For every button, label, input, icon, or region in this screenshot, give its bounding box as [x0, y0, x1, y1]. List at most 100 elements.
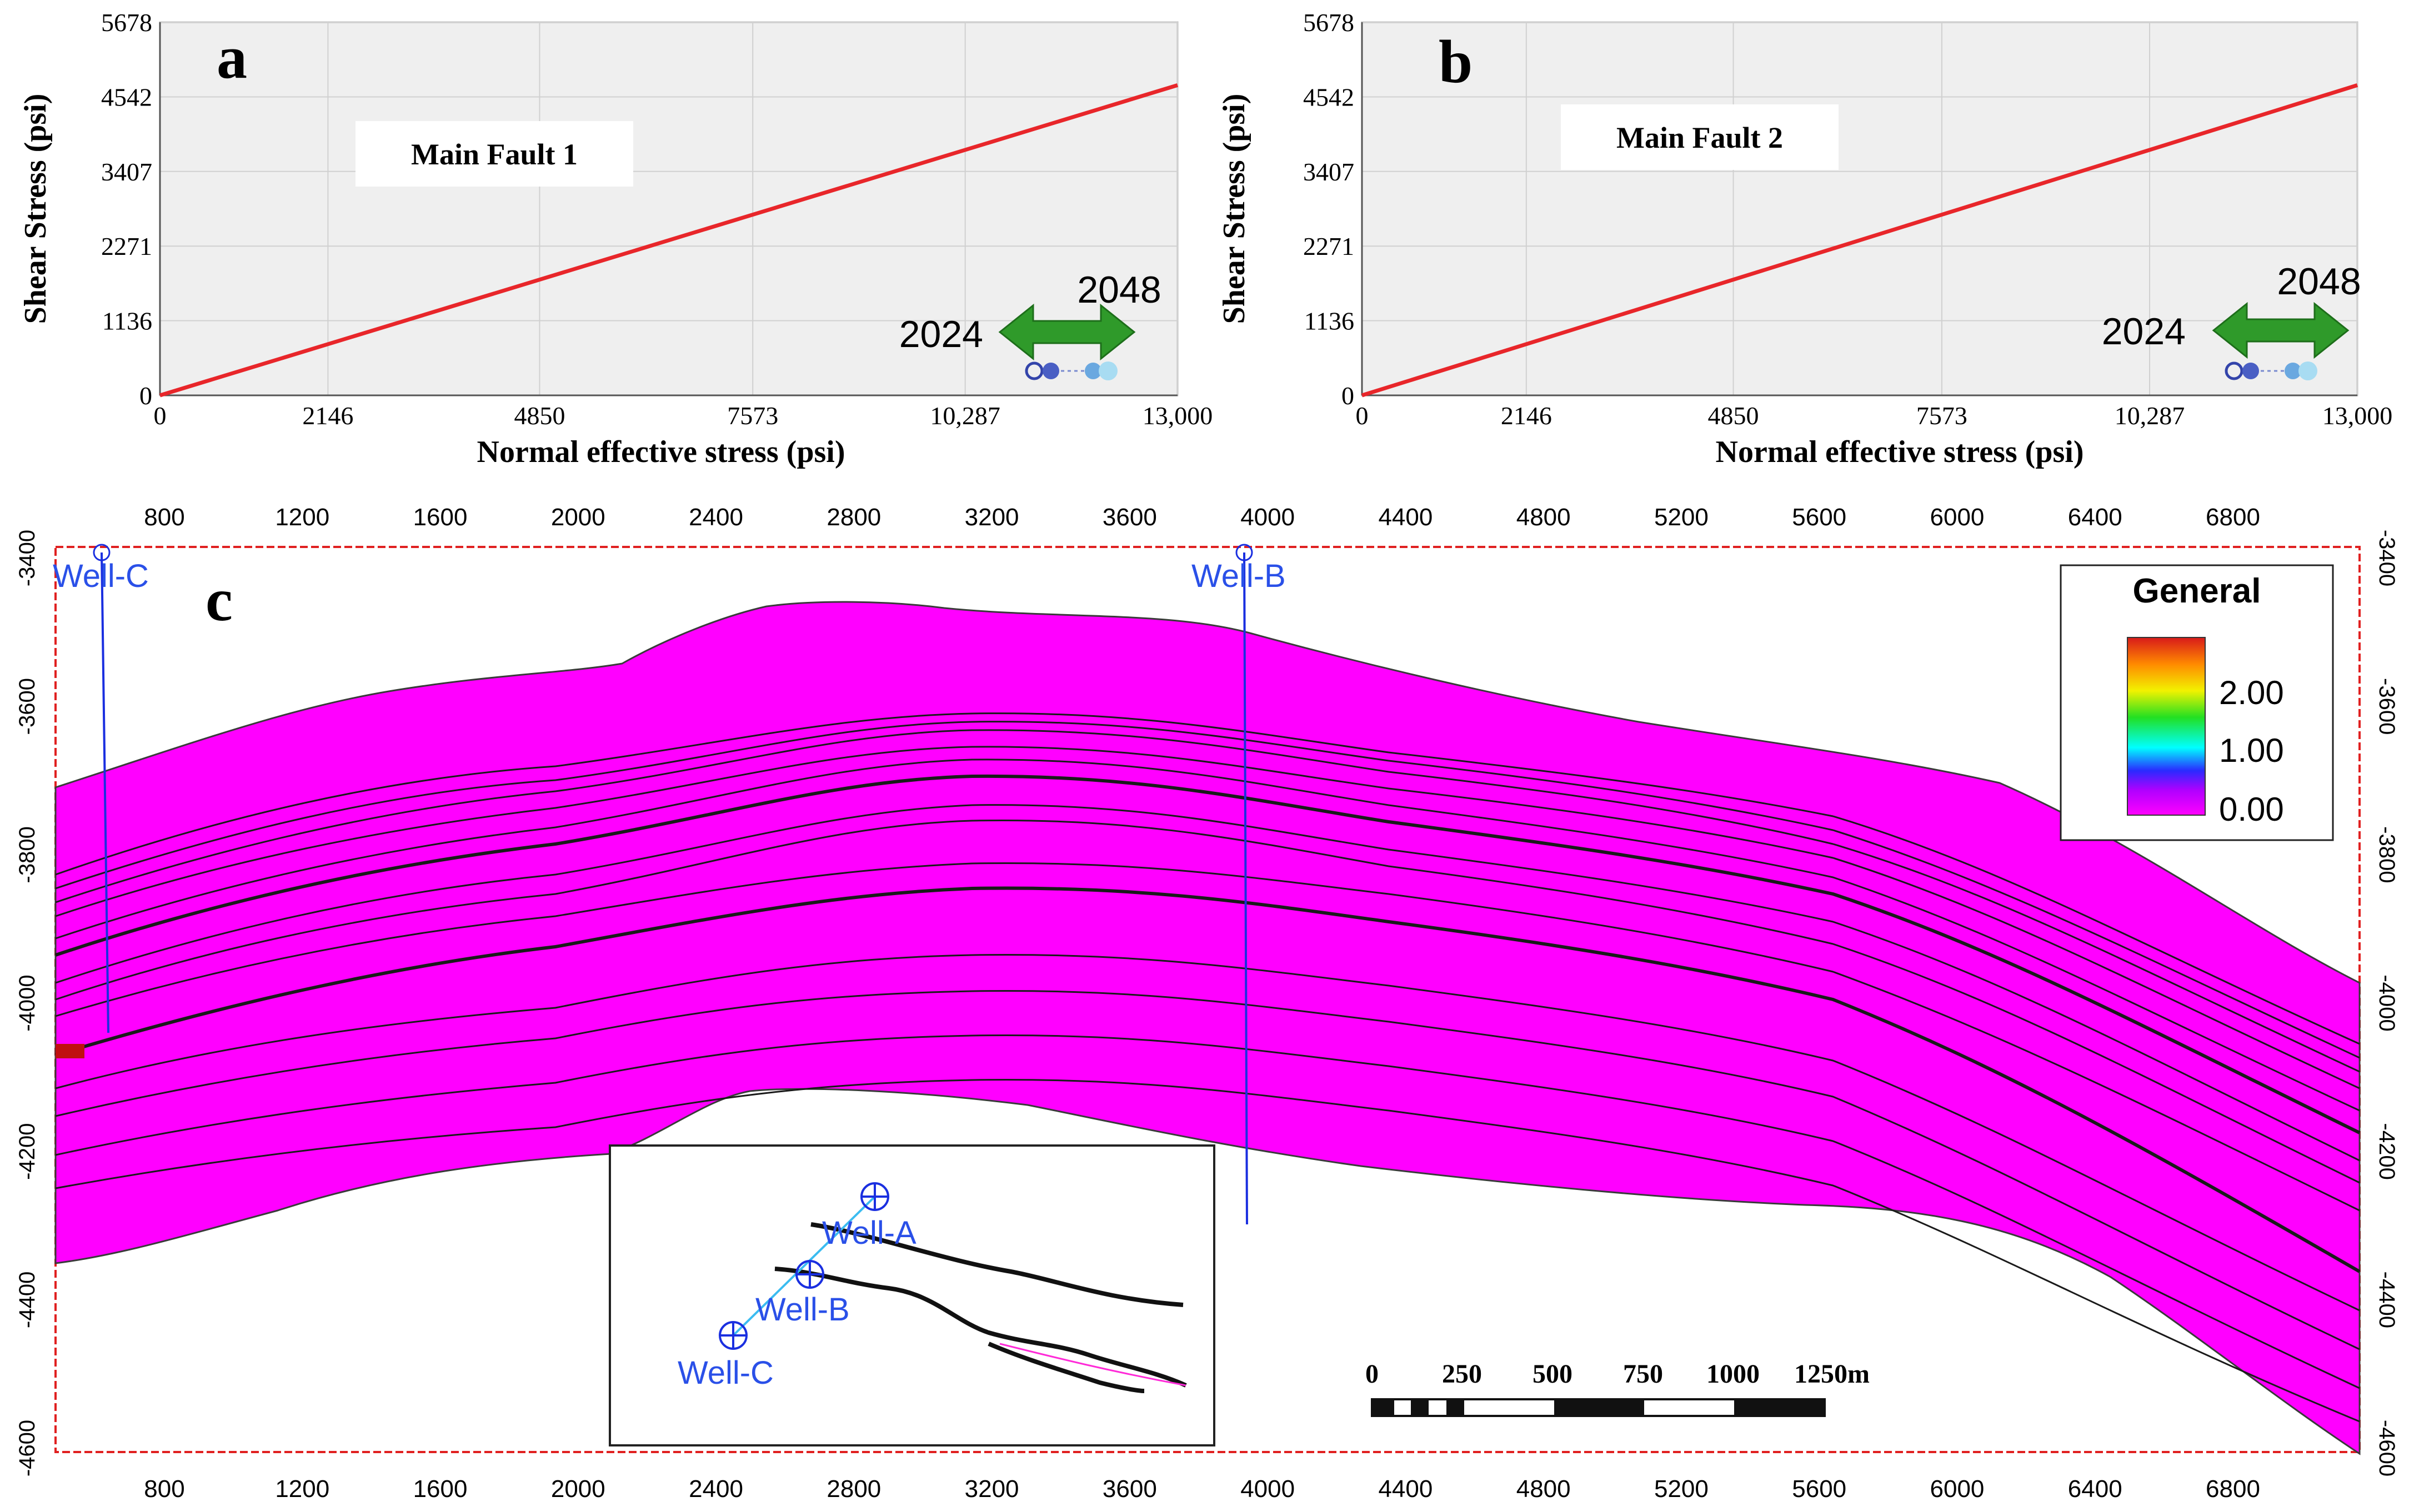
failure-envelope-line	[159, 83, 1179, 398]
y-tick-label: 0	[1341, 381, 1354, 410]
y-tick-label: 4542	[1303, 83, 1354, 111]
y-tick-label-left: -4600	[15, 1420, 39, 1476]
y-tick-label-left: -4200	[15, 1123, 39, 1180]
scale-bar-labels: 0 250 500 750 1000 1250m	[1365, 1359, 1870, 1389]
y-tick-label-left: -4400	[15, 1272, 39, 1328]
well-c-label: Well-C	[53, 558, 149, 594]
x-tick-label-top: 6000	[1930, 504, 1985, 531]
x-tick-label-bottom: 6800	[2206, 1475, 2260, 1503]
x-tick-label: 7573	[1916, 401, 1967, 430]
plot-background	[1361, 21, 2358, 396]
year-start-label: 2024	[2102, 310, 2186, 353]
x-tick-label-top: 6400	[2068, 504, 2122, 531]
x-tick-label-bottom: 6400	[2068, 1475, 2122, 1503]
chart-title: Main Fault 2	[1616, 121, 1783, 154]
y-tick-label: 2271	[101, 232, 152, 260]
y-tick-label-left: -3800	[15, 826, 39, 883]
y-axis-label: Shear Stress (psi)	[18, 94, 53, 324]
inset-well-map: Well-A Well-B Well-C	[609, 1144, 1215, 1446]
x-tick-label: 0	[1356, 401, 1369, 430]
y-tick-label-right: -4400	[2375, 1272, 2399, 1328]
horizon-lines	[55, 712, 2361, 1423]
x-tick-label: 4850	[514, 401, 565, 430]
reservoir-body	[54, 601, 2361, 1455]
inset-well-b-marker	[795, 1260, 824, 1289]
legend-label-max: 2.00	[2219, 674, 2284, 711]
inset-well-c-label: Well-C	[678, 1355, 774, 1391]
x-tick-label-bottom: 2000	[551, 1475, 605, 1503]
y-tick-label: 3407	[101, 158, 152, 186]
well-b-label: Well-B	[1191, 558, 1286, 594]
title-box	[1561, 104, 1839, 170]
x-tick-label-bottom: 800	[144, 1475, 184, 1503]
x-tick-label: 4850	[1708, 401, 1759, 430]
scale-bar: 0 250 500 750 1000 1250m	[1365, 1359, 1870, 1417]
x-tick-label-bottom: 1200	[275, 1475, 329, 1503]
inset-well-a-label: Well-A	[822, 1215, 916, 1251]
x-tick-label-top: 4800	[1516, 504, 1571, 531]
x-tick-label-top: 5200	[1654, 504, 1709, 531]
x-tick-label-top: 4400	[1378, 504, 1433, 531]
scale-bar-label: 1000	[1706, 1359, 1760, 1389]
x-tick-label: 10,287	[2115, 401, 2185, 430]
x-tick-label-top: 2000	[551, 504, 605, 531]
x-tick-label-bottom: 3600	[1103, 1475, 1157, 1503]
x-tick-label-bottom: 1600	[413, 1475, 468, 1503]
x-tick-label-top: 6800	[2206, 504, 2260, 531]
x-tick-labels: 0 2146 4850 7573 10,287 13,000	[154, 401, 1213, 430]
inset-well-c-marker	[719, 1321, 748, 1350]
x-axis-label: Normal effective stress (psi)	[1716, 435, 2084, 469]
legend-label-min: 0.00	[2219, 791, 2284, 828]
y-tick-label: 1136	[1304, 307, 1354, 335]
x-tick-label-bottom: 3200	[965, 1475, 1019, 1503]
year-end-label: 2048	[1077, 269, 1161, 311]
time-arrow-icon	[2212, 302, 2350, 359]
y-tick-labels: 0 1136 2271 3407 4542 5678	[1303, 8, 1354, 410]
x-tick-label-top: 3600	[1103, 504, 1157, 531]
inset-fault-line	[810, 1222, 1184, 1307]
y-tick-label: 2271	[1303, 232, 1354, 260]
y-tick-labels-right: -3400 -3600 -3800 -4000 -4200 -4400 -4600	[2375, 530, 2399, 1476]
legend-title: General	[2133, 572, 2261, 610]
y-tick-label-right: -3600	[2375, 678, 2399, 735]
well-b-trajectory	[1235, 544, 1253, 1225]
y-tick-label-right: -4000	[2375, 974, 2399, 1031]
x-tick-label-top: 4000	[1240, 504, 1295, 531]
panel-letter: b	[1439, 28, 1473, 96]
gridlines	[1362, 22, 2358, 395]
y-tick-label-left: -3400	[15, 530, 39, 586]
y-tick-label-right: -4600	[2375, 1420, 2399, 1476]
y-tick-label-right: -3800	[2375, 826, 2399, 883]
y-tick-label-left: -4000	[15, 974, 39, 1031]
legend-color-bar	[2127, 637, 2206, 816]
inset-well-path	[732, 1195, 876, 1337]
x-tick-label-top: 1200	[275, 504, 329, 531]
x-tick-label: 10,287	[930, 401, 1000, 430]
stress-path-markers	[1025, 361, 1118, 380]
x-tick-label-bottom: 5200	[1654, 1475, 1709, 1503]
legend-label-mid: 1.00	[2219, 732, 2284, 769]
x-tick-label-bottom: 4000	[1240, 1475, 1295, 1503]
x-tick-label-bottom: 6000	[1930, 1475, 1985, 1503]
title-box	[355, 121, 633, 187]
high-value-zone	[56, 1044, 84, 1058]
y-tick-label: 4542	[101, 83, 152, 111]
x-tick-label-top: 2400	[689, 504, 743, 531]
x-tick-labels: 0 2146 4850 7573 10,287 13,000	[1356, 401, 2393, 430]
x-tick-label-bottom: 4400	[1378, 1475, 1433, 1503]
color-legend: General 2.00 1.00 0.00	[2060, 564, 2334, 841]
panel-a-chart: 0 2146 4850 7573 10,287 13,000 0 1136 2271 3407 4…	[18, 8, 1213, 469]
x-tick-labels-bottom: 800 1200 1600 2000 2400 2800 3200 3600 4000 4400 4…	[144, 1475, 2260, 1503]
y-tick-label: 3407	[1303, 158, 1354, 186]
scale-bar-label: 0	[1365, 1359, 1379, 1389]
inset-well-a-marker	[860, 1182, 889, 1211]
y-tick-label-right: -3400	[2375, 530, 2399, 586]
x-tick-label-bottom: 4800	[1516, 1475, 1571, 1503]
panel-letter: a	[217, 23, 247, 91]
scale-bar-label: 500	[1532, 1359, 1572, 1389]
panel-c-cross-section: Well-C Well-B c 800 1200 1600 2000 2400 2800 3…	[15, 504, 2399, 1503]
x-tick-label: 2146	[302, 401, 353, 430]
y-tick-label: 5678	[101, 8, 152, 37]
year-start-label: 2024	[899, 313, 983, 355]
